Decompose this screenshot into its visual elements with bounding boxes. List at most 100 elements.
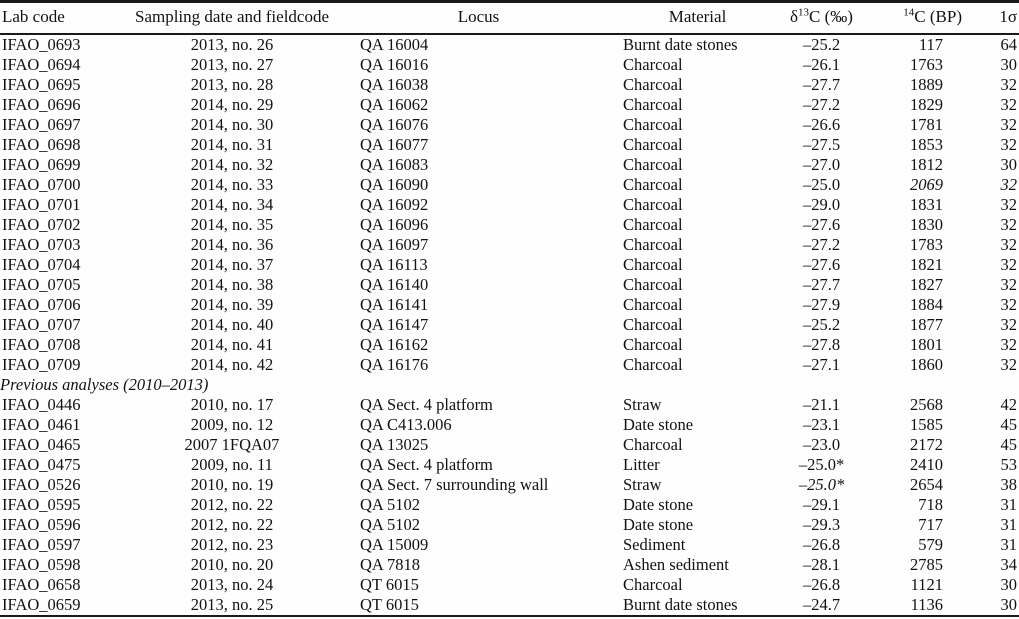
cell-1sigma: 38 <box>1000 475 1018 494</box>
cell-d13c: –24.7 <box>802 595 841 614</box>
cell-material: Charcoal <box>623 235 683 254</box>
cell-1sigma: 32 <box>1000 275 1018 294</box>
cell-c14-bp: 1121 <box>910 575 943 594</box>
cell-c14-bp: 1821 <box>910 255 943 274</box>
cell-1sigma: 31 <box>1000 515 1018 534</box>
cell-locus: QA 16162 <box>360 335 429 354</box>
cell-material: Date stone <box>623 495 694 514</box>
cell-lab-code: IFAO_0700 <box>2 175 81 194</box>
cell-material: Straw <box>623 475 662 494</box>
cell-1sigma: 32 <box>1000 75 1018 94</box>
cell-locus: QA 16090 <box>360 175 429 194</box>
cell-c14-bp: 1136 <box>910 595 943 614</box>
cell-c14-bp: 117 <box>918 35 943 54</box>
cell-1sigma: 32 <box>1000 355 1018 374</box>
cell-lab-code: IFAO_0694 <box>2 55 81 74</box>
cell-material: Charcoal <box>623 115 683 134</box>
cell-c14-bp: 1830 <box>910 215 943 234</box>
cell-lab-code: IFAO_0597 <box>2 535 81 554</box>
cell-locus: QA 16077 <box>360 135 429 154</box>
cell-sampling-date: 2013, no. 28 <box>190 75 274 94</box>
cell-locus: QA 16141 <box>360 295 429 314</box>
section-header: Previous analyses (2010–2013) <box>0 375 209 394</box>
cell-locus: QA 13025 <box>360 435 429 454</box>
table-row: IFAO_0701 2014, no. 34 QA 16092 Charcoal –29… <box>0 195 1019 215</box>
table-row: IFAO_0702 2014, no. 35 QA 16096 Charcoal –27… <box>0 215 1019 235</box>
cell-locus: QA 16092 <box>360 195 429 214</box>
cell-lab-code: IFAO_0707 <box>2 315 81 334</box>
cell-c14-bp: 2172 <box>910 435 943 454</box>
cell-locus: QA 5102 <box>360 495 421 514</box>
cell-lab-code: IFAO_0598 <box>2 555 81 574</box>
cell-material: Date stone <box>623 515 694 534</box>
cell-lab-code: IFAO_0659 <box>2 595 81 614</box>
cell-1sigma: 45 <box>1000 435 1018 454</box>
cell-lab-code: IFAO_0693 <box>2 35 81 54</box>
table-row: IFAO_0709 2014, no. 42 QA 16176 Charcoal –27… <box>0 355 1019 375</box>
cell-d13c: –25.0 <box>802 175 841 194</box>
cell-sampling-date: 2009, no. 12 <box>190 415 274 434</box>
cell-lab-code: IFAO_0695 <box>2 75 81 94</box>
cell-sampling-date: 2013, no. 27 <box>190 55 274 74</box>
cell-lab-code: IFAO_0526 <box>2 475 81 494</box>
cell-material: Charcoal <box>623 135 683 154</box>
cell-locus: QA 16147 <box>360 315 429 334</box>
cell-d13c: –25.0* <box>798 475 845 494</box>
c14-unit: C (BP) <box>914 7 962 26</box>
table-row: IFAO_0700 2014, no. 33 QA 16090 Charcoal –25… <box>0 175 1019 195</box>
cell-material: Ashen sediment <box>623 555 729 574</box>
cell-lab-code: IFAO_0696 <box>2 95 81 114</box>
cell-locus: QA 16016 <box>360 55 429 74</box>
cell-sampling-date: 2014, no. 38 <box>190 275 274 294</box>
cell-material: Litter <box>623 455 660 474</box>
column-header-material: Material <box>620 1 775 35</box>
cell-d13c: –29.1 <box>802 495 841 514</box>
cell-1sigma: 32 <box>1000 315 1018 334</box>
cell-d13c: –21.1 <box>802 395 841 414</box>
cell-locus: QT 6015 <box>360 595 419 614</box>
cell-1sigma: 32 <box>1000 295 1018 314</box>
cell-sampling-date: 2014, no. 40 <box>190 315 274 334</box>
cell-d13c: –25.2 <box>802 315 841 334</box>
cell-1sigma: 32 <box>1000 215 1018 234</box>
cell-d13c: –27.6 <box>802 215 841 234</box>
cell-material: Burnt date stones <box>623 595 738 614</box>
cell-lab-code: IFAO_0701 <box>2 195 81 214</box>
d13c-unit: C (‰) <box>809 7 853 26</box>
cell-material: Charcoal <box>623 255 683 274</box>
cell-material: Charcoal <box>623 175 683 194</box>
cell-d13c: –26.1 <box>802 55 841 74</box>
cell-sampling-date: 2014, no. 36 <box>190 235 274 254</box>
cell-c14-bp: 2785 <box>910 555 943 574</box>
cell-lab-code: IFAO_0704 <box>2 255 81 274</box>
cell-lab-code: IFAO_0446 <box>2 395 81 414</box>
cell-d13c: –23.0 <box>802 435 841 454</box>
cell-sampling-date: 2014, no. 29 <box>190 95 274 114</box>
cell-locus: QA 16038 <box>360 75 429 94</box>
table-row: IFAO_0693 2013, no. 26 QA 16004 Burnt date … <box>0 34 1019 55</box>
table-row: IFAO_0696 2014, no. 29 QA 16062 Charcoal –27… <box>0 95 1019 115</box>
cell-locus: QT 6015 <box>360 575 419 594</box>
cell-d13c: –29.0 <box>802 195 841 214</box>
cell-d13c: –27.7 <box>802 75 841 94</box>
cell-locus: QA 5102 <box>360 515 421 534</box>
cell-locus: QA Sect. 4 platform <box>360 395 493 414</box>
table-row: IFAO_0705 2014, no. 38 QA 16140 Charcoal –27… <box>0 275 1019 295</box>
table-row: IFAO_0526 2010, no. 19 QA Sect. 7 surround… <box>0 475 1019 495</box>
column-header-sampling-date: Sampling date and fieldcode <box>127 1 337 35</box>
cell-material: Charcoal <box>623 575 683 594</box>
cell-c14-bp: 1860 <box>910 355 943 374</box>
cell-material: Charcoal <box>623 355 683 374</box>
cell-lab-code: IFAO_0595 <box>2 495 81 514</box>
cell-locus: QA C413.006 <box>360 415 452 434</box>
cell-material: Charcoal <box>623 155 683 174</box>
cell-material: Charcoal <box>623 275 683 294</box>
cell-1sigma: 30 <box>1000 595 1018 614</box>
table-row: IFAO_0597 2012, no. 23 QA 15009 Sediment –26… <box>0 535 1019 555</box>
cell-1sigma: 30 <box>1000 575 1018 594</box>
table-body: IFAO_0693 2013, no. 26 QA 16004 Burnt date … <box>0 34 1019 616</box>
cell-1sigma: 32 <box>1000 255 1018 274</box>
cell-lab-code: IFAO_0658 <box>2 575 81 594</box>
cell-locus: QA 16113 <box>360 255 428 274</box>
